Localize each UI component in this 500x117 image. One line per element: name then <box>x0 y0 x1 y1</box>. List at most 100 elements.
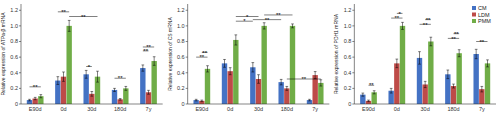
y-tick-label: 0 <box>182 101 185 107</box>
error-bar <box>395 59 398 68</box>
x-tick-label: 0d <box>227 106 233 112</box>
bar <box>451 86 456 104</box>
significance-label: ** <box>454 31 459 37</box>
error-bar <box>452 84 455 88</box>
error-bar <box>390 88 393 93</box>
panel: 00.20.40.60.81.01.2Relative expression o… <box>333 4 496 112</box>
x-tick-label: 30d <box>254 106 263 112</box>
error-bar <box>229 68 232 75</box>
significance-label: * <box>88 64 91 70</box>
bar <box>112 90 117 104</box>
error-bar <box>223 59 226 67</box>
significance-label: ** <box>479 39 484 45</box>
x-tick-label: 0d <box>60 106 66 112</box>
bar <box>366 101 371 104</box>
y-tick-label: 0.6 <box>177 54 185 60</box>
significance-label: ** <box>61 9 66 15</box>
x-tick-label: 180d <box>447 106 459 112</box>
bar <box>261 26 266 104</box>
error-bar <box>195 99 198 101</box>
bar <box>227 71 232 104</box>
error-bar <box>56 77 59 85</box>
error-bar <box>373 91 376 94</box>
error-bar <box>34 97 37 99</box>
error-bar <box>429 37 432 46</box>
x-tick-label: 180d <box>114 106 126 112</box>
legend-label: LDM <box>478 12 490 18</box>
significance-label: ** <box>265 17 270 23</box>
y-tick-label: 0 <box>348 101 351 107</box>
bar <box>233 40 238 104</box>
error-bar <box>367 100 370 102</box>
y-tick-label: 0.4 <box>10 70 18 76</box>
error-bar <box>124 86 127 90</box>
plot-area <box>193 23 323 104</box>
error-bar <box>291 24 294 28</box>
significance-label: ** <box>146 44 151 50</box>
y-tick-label: 1.2 <box>177 7 185 13</box>
bar <box>193 100 198 104</box>
error-bar <box>251 63 254 72</box>
error-bar <box>446 70 449 79</box>
error-bar <box>314 72 317 79</box>
error-bar <box>68 20 71 31</box>
legend-swatch <box>472 6 476 10</box>
y-axis-label: Relative expression of ATPa-β mRNA <box>0 12 6 96</box>
bar <box>117 99 122 104</box>
bar <box>140 68 145 104</box>
error-bar <box>480 86 483 91</box>
significance-label: ** <box>369 82 374 88</box>
error-bar <box>113 88 116 91</box>
bar <box>485 63 490 104</box>
x-tick-label: 7y <box>146 106 152 112</box>
error-bar <box>424 81 427 87</box>
bar <box>123 88 128 104</box>
y-tick-label: 0.8 <box>177 38 185 44</box>
x-axis <box>188 104 330 105</box>
error-bar <box>257 75 260 84</box>
significance-label: ** <box>33 84 38 90</box>
error-bar <box>361 93 364 96</box>
error-bar <box>90 92 93 97</box>
error-bar <box>475 49 478 58</box>
error-bar <box>458 50 461 57</box>
error-bar <box>263 23 266 29</box>
error-bar <box>96 71 99 82</box>
panel: 00.20.40.60.81.01.2Relative expression o… <box>167 4 330 112</box>
x-axis <box>21 104 163 105</box>
y-tick-label: 0.8 <box>10 38 18 44</box>
x-tick-label: 180d <box>281 106 293 112</box>
figure: 00.20.40.60.81.01.2Relative expression o… <box>0 0 500 117</box>
y-tick-label: 1.2 <box>10 7 18 13</box>
y-tick-label: 1.2 <box>344 7 352 13</box>
significance-label: ** <box>81 14 86 20</box>
x-tick-label: 0d <box>394 106 400 112</box>
y-tick-label: 1.0 <box>10 23 18 29</box>
error-bar <box>119 99 122 101</box>
error-bar <box>234 35 237 45</box>
error-bar <box>141 65 144 71</box>
legend: CMLDMPMM <box>472 5 491 24</box>
panel: 00.20.40.60.81.01.2Relative expression o… <box>0 4 163 112</box>
y-tick-label: 0 <box>15 101 18 107</box>
x-tick-label: E90d <box>195 106 208 112</box>
error-bar <box>308 99 311 101</box>
bar <box>66 26 71 104</box>
bar <box>284 88 289 104</box>
bar <box>250 67 255 104</box>
significance-label: ** <box>118 75 123 81</box>
bar <box>205 69 210 104</box>
bar <box>199 101 204 104</box>
x-axis <box>354 104 496 105</box>
plot-area <box>27 20 157 104</box>
legend-label: PMM <box>478 18 491 24</box>
y-tick-label: 0.4 <box>344 70 352 76</box>
error-bar <box>200 100 203 102</box>
significance-label: * <box>398 11 401 17</box>
error-bar <box>206 66 209 72</box>
x-tick-label: E90d <box>362 106 375 112</box>
bar <box>307 100 312 104</box>
significance-label: * <box>246 14 249 20</box>
bar <box>278 82 283 104</box>
error-bar <box>401 22 404 29</box>
